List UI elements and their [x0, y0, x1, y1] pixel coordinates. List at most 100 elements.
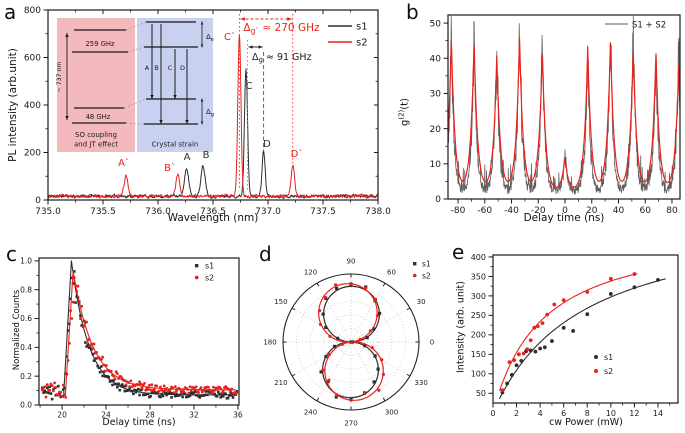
- svg-text:150: 150: [471, 350, 486, 359]
- axis-ticks: 735.0 735.5 736.0 736.5 737.0 737.5 738.0 0 200 4…: [24, 6, 391, 217]
- saturation-points-s1: [500, 278, 660, 395]
- svg-text:0: 0: [35, 196, 41, 206]
- svg-text:D: D: [180, 64, 185, 72]
- saturation-points-s2: [500, 272, 637, 393]
- saturation-fit-s1: [499, 278, 666, 400]
- svg-text:60: 60: [640, 206, 652, 216]
- svg-text:s2: s2: [205, 274, 214, 283]
- svg-text:200: 200: [471, 331, 486, 340]
- svg-text:B`: B`: [164, 162, 176, 174]
- g2-fit: [448, 37, 680, 188]
- panel-a-inset: 259 GHz 48 GHz ~ 737 nm SO coupling and JT e…: [56, 18, 214, 152]
- svg-text:6: 6: [561, 409, 566, 418]
- axis-ticks: 0 2 4 6 8 10 12 14 50 100 150 200 250 300 350 400: [471, 253, 671, 418]
- svg-text:s2: s2: [604, 367, 613, 376]
- svg-text:100: 100: [471, 370, 486, 379]
- g2-arg: (t): [399, 97, 411, 110]
- panel-e-legend: s1 s2: [594, 353, 613, 376]
- svg-text:s2: s2: [422, 272, 431, 281]
- svg-text:Δg` ≈ 270 GHz: Δg` ≈ 270 GHz: [243, 22, 320, 36]
- svg-text:300: 300: [471, 292, 486, 301]
- svg-text:180: 180: [263, 338, 276, 346]
- panel-a-ylabel: PL intensity (arb.unit): [7, 48, 19, 162]
- svg-text:737.0: 737.0: [255, 207, 281, 217]
- svg-text:300: 300: [385, 409, 398, 417]
- svg-text:50: 50: [476, 389, 486, 398]
- panel-a-annotations: Δg` ≈ 270 GHz Δg ≈ 91 GHz: [238, 14, 320, 190]
- svg-text:0: 0: [435, 195, 441, 205]
- svg-text:-40: -40: [504, 206, 519, 216]
- panel-c-letter: c: [6, 242, 17, 266]
- svg-text:350: 350: [471, 272, 486, 281]
- panel-a-plot: 259 GHz 48 GHz ~ 737 nm SO coupling and JT e…: [24, 6, 391, 217]
- svg-text:C`: C`: [224, 31, 236, 43]
- svg-text:s1: s1: [205, 262, 214, 271]
- panel-e-ylabel: Intensity (arb. unit): [455, 281, 467, 373]
- svg-text:150: 150: [274, 298, 287, 306]
- polar-grid: [283, 274, 419, 410]
- svg-text:4: 4: [538, 409, 543, 418]
- g2-sup: (2): [397, 109, 406, 120]
- svg-text:10: 10: [606, 409, 616, 418]
- svg-text:Δe: Δe: [206, 33, 214, 43]
- svg-text:28: 28: [145, 411, 155, 420]
- svg-text:200: 200: [24, 149, 41, 159]
- svg-text:s1: s1: [604, 353, 613, 362]
- svg-text:0.4: 0.4: [20, 343, 32, 352]
- svg-text:735.0: 735.0: [35, 207, 61, 217]
- svg-text:259 GHz: 259 GHz: [85, 40, 115, 48]
- svg-text:250: 250: [471, 311, 486, 320]
- svg-text:2: 2: [514, 409, 519, 418]
- svg-text:30: 30: [417, 298, 426, 306]
- svg-text:0: 0: [430, 338, 434, 346]
- svg-text:Crystal strain: Crystal strain: [152, 141, 199, 149]
- svg-text:s1: s1: [422, 260, 431, 269]
- svg-text:Δg: Δg: [206, 108, 214, 118]
- svg-text:20: 20: [57, 411, 67, 420]
- decay-fit-s2: [64, 270, 236, 398]
- svg-text:C: C: [246, 81, 253, 92]
- svg-text:50: 50: [430, 19, 442, 29]
- svg-text:A: A: [145, 64, 150, 72]
- svg-text:738.0: 738.0: [365, 207, 391, 217]
- svg-text:~ 737 nm: ~ 737 nm: [56, 62, 63, 93]
- svg-text:12: 12: [629, 409, 639, 418]
- axis-ticks: 20 24 28 32 36 0.0 0.2 0.4 0.6 0.8 1.0: [20, 257, 243, 420]
- spectrum-s2: [48, 34, 378, 199]
- axis-ticks: -80 -60 -40 -20 0 20 40 60 80 0 10 20 30 40 50: [430, 19, 678, 216]
- level-connectors: [123, 21, 147, 125]
- panel-b-legend: S1 + S2: [605, 21, 666, 31]
- svg-text:800: 800: [24, 6, 41, 16]
- svg-text:0.0: 0.0: [20, 401, 32, 410]
- svg-text:40: 40: [613, 206, 625, 216]
- panel-e-xlabel: cw Power (mW): [549, 417, 623, 428]
- svg-text:D`: D`: [291, 148, 304, 160]
- panel-e-plot: s1 s2 0 2 4 6 8 10 12 14 50 100 150 200 250 300 350 400: [471, 253, 679, 418]
- svg-text:24: 24: [101, 411, 111, 420]
- panel-d-letter: d: [259, 242, 272, 266]
- peak-labels: A B C D A` B` C` D`: [118, 31, 303, 174]
- svg-text:s2: s2: [356, 38, 368, 49]
- so-jt-levels: 259 GHz 48 GHz ~ 737 nm SO coupling and JT e…: [56, 29, 128, 149]
- svg-text:B: B: [154, 64, 158, 72]
- svg-text:735.5: 735.5: [90, 207, 116, 217]
- svg-text:-20: -20: [531, 206, 546, 216]
- svg-text:30: 30: [430, 90, 442, 100]
- svg-text:32: 32: [189, 411, 199, 420]
- saturation-fit-s2: [498, 272, 638, 392]
- svg-text:330: 330: [414, 379, 427, 387]
- svg-text:20: 20: [586, 206, 598, 216]
- svg-text:A`: A`: [118, 157, 130, 169]
- svg-text:90: 90: [347, 257, 356, 265]
- polar-ticks: 0 30 60 90 120 150 180 210 240 270 300 330: [263, 257, 434, 427]
- svg-text:0: 0: [490, 409, 495, 418]
- g2-base: g: [399, 119, 411, 127]
- svg-text:and JT effect: and JT effect: [74, 141, 118, 149]
- svg-text:0.8: 0.8: [20, 285, 32, 294]
- svg-text:80: 80: [666, 206, 678, 216]
